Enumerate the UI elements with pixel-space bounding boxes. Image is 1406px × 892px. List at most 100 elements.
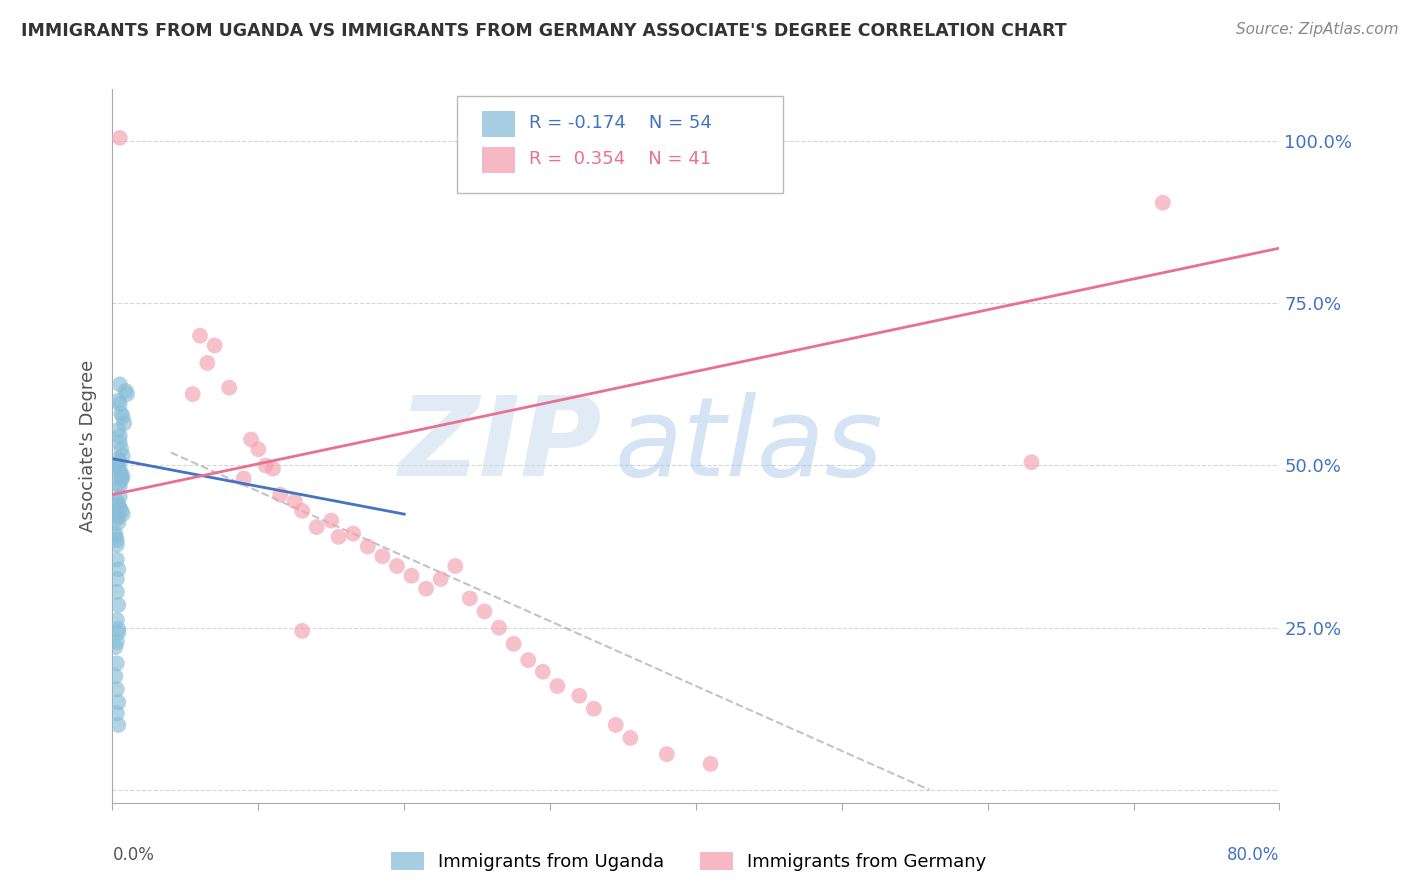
Point [111, 409, 134, 424]
Point [474, 604, 496, 618]
Text: 80.0%: 80.0% [1227, 846, 1279, 863]
Point [105, 585, 128, 599]
Point [105, 706, 128, 721]
Point [105, 505, 128, 519]
Point [107, 497, 129, 511]
Text: ZIP: ZIP [399, 392, 603, 500]
Point [605, 718, 627, 732]
Point [105, 533, 128, 547]
Point [105, 511, 128, 525]
Point [105, 552, 128, 566]
Text: IMMIGRANTS FROM UGANDA VS IMMIGRANTS FROM GERMANY ASSOCIATE'S DEGREE CORRELATION: IMMIGRANTS FROM UGANDA VS IMMIGRANTS FRO… [21, 22, 1067, 40]
Point [619, 731, 641, 745]
Point [655, 747, 678, 761]
Point [115, 387, 138, 401]
Point [107, 625, 129, 640]
Point [108, 490, 131, 504]
Point [110, 407, 132, 421]
Point [291, 624, 314, 638]
Point [107, 622, 129, 636]
Point [232, 471, 254, 485]
Point [105, 635, 128, 649]
Point [247, 442, 270, 457]
Point [108, 377, 131, 392]
Point [104, 530, 127, 544]
Point [699, 756, 721, 771]
Text: Source: ZipAtlas.com: Source: ZipAtlas.com [1236, 22, 1399, 37]
Point [105, 494, 128, 508]
Point [105, 538, 128, 552]
Point [371, 549, 394, 564]
Point [111, 507, 134, 521]
Legend: Immigrants from Uganda, Immigrants from Germany: Immigrants from Uganda, Immigrants from … [384, 845, 994, 879]
Point [357, 540, 380, 554]
Point [108, 429, 131, 443]
Point [321, 514, 343, 528]
FancyBboxPatch shape [457, 96, 783, 193]
Point [112, 417, 135, 431]
Point [240, 433, 263, 447]
Point [107, 423, 129, 437]
Point [111, 470, 134, 484]
Point [415, 582, 437, 596]
Point [385, 559, 408, 574]
Point [401, 568, 423, 582]
Point [546, 679, 568, 693]
Point [1021, 455, 1043, 469]
Text: R = -0.174    N = 54: R = -0.174 N = 54 [529, 114, 711, 132]
Point [195, 356, 218, 370]
Point [110, 467, 132, 481]
Point [254, 458, 277, 473]
Point [107, 393, 129, 408]
Point [107, 461, 129, 475]
Point [107, 562, 129, 576]
Y-axis label: Associate's Degree: Associate's Degree [79, 359, 97, 533]
Point [108, 479, 131, 493]
Point [107, 695, 129, 709]
Point [284, 494, 307, 508]
Point [291, 504, 314, 518]
Point [107, 476, 129, 491]
Point [262, 461, 284, 475]
Point [110, 504, 132, 518]
Point [114, 384, 136, 398]
Point [105, 613, 128, 627]
Text: R =  0.354    N = 41: R = 0.354 N = 41 [529, 150, 711, 168]
Point [105, 458, 128, 473]
Point [1152, 195, 1174, 210]
Point [531, 665, 554, 679]
Point [502, 637, 524, 651]
Point [107, 718, 129, 732]
Point [108, 465, 131, 479]
Point [108, 435, 131, 450]
Bar [482, 112, 515, 137]
Point [104, 669, 127, 683]
Point [104, 526, 127, 541]
Point [342, 526, 364, 541]
Text: 0.0%: 0.0% [112, 846, 155, 863]
Point [108, 131, 131, 145]
Point [458, 591, 481, 606]
Point [305, 520, 328, 534]
Point [111, 449, 134, 463]
Point [188, 328, 211, 343]
Point [181, 387, 204, 401]
Point [444, 559, 467, 574]
Point [108, 397, 131, 411]
Point [517, 653, 540, 667]
Point [105, 572, 128, 586]
Point [218, 381, 240, 395]
Point [488, 621, 510, 635]
Point [110, 473, 132, 487]
Point [108, 500, 131, 515]
Point [568, 689, 591, 703]
Point [328, 530, 350, 544]
Point [107, 516, 129, 530]
Point [104, 640, 127, 654]
Point [429, 572, 451, 586]
Point [105, 682, 128, 697]
Point [582, 702, 605, 716]
Point [204, 338, 226, 352]
Point [108, 455, 131, 469]
Point [105, 657, 128, 671]
